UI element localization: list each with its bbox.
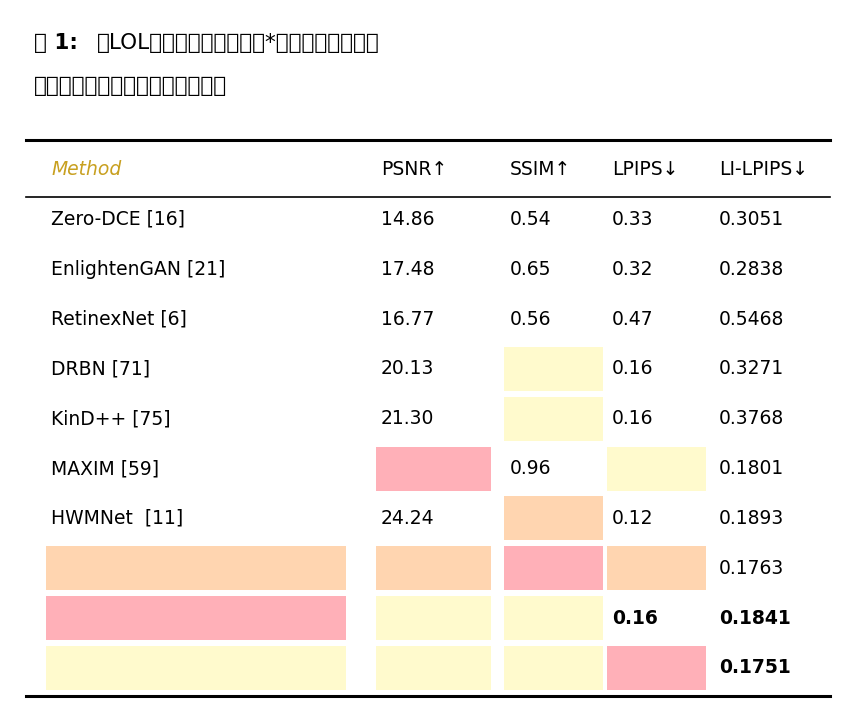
Text: 25.51: 25.51 [381, 609, 440, 628]
Text: 0.3768: 0.3768 [719, 409, 784, 428]
Text: 0.3051: 0.3051 [719, 210, 784, 229]
Text: Zero-DCE [16]: Zero-DCE [16] [51, 210, 186, 229]
Text: 0.16: 0.16 [612, 409, 653, 428]
Text: 0.96: 0.96 [509, 459, 550, 478]
Text: Method: Method [51, 160, 122, 179]
Text: 0.88: 0.88 [509, 659, 556, 677]
Text: 0.65: 0.65 [509, 260, 550, 278]
Text: 0.54: 0.54 [509, 210, 551, 229]
Text: 0.33: 0.33 [612, 210, 653, 229]
Text: 14.86: 14.86 [381, 210, 434, 229]
Text: 20.13: 20.13 [381, 359, 434, 378]
Text: 0.83: 0.83 [509, 359, 550, 378]
Text: 17.48: 17.48 [381, 260, 434, 278]
Text: 0.11: 0.11 [612, 559, 653, 578]
Text: 0.16: 0.16 [612, 609, 658, 628]
Text: 0.12: 0.12 [612, 509, 653, 528]
Text: DRBN [71]: DRBN [71] [51, 359, 151, 378]
Text: Ours*: Ours* [51, 659, 111, 677]
Text: LPIPS↓: LPIPS↓ [612, 160, 679, 179]
Text: 0.2838: 0.2838 [719, 260, 784, 278]
Text: PSNR↑: PSNR↑ [381, 160, 447, 179]
Text: 24.92: 24.92 [381, 659, 440, 677]
Text: LI-LPIPS↓: LI-LPIPS↓ [719, 160, 808, 179]
Text: 0.89: 0.89 [509, 609, 556, 628]
Text: SSIM↑: SSIM↑ [509, 160, 571, 179]
Text: 对LOL数据集的比较。我们*指的是使用较小颜: 对LOL数据集的比较。我们*指的是使用较小颜 [97, 33, 379, 53]
Text: 0.93: 0.93 [509, 559, 550, 578]
Text: 25.19: 25.19 [381, 559, 434, 578]
Text: 0.56: 0.56 [509, 309, 550, 328]
Text: 16.77: 16.77 [381, 309, 434, 328]
Text: 0.1841: 0.1841 [719, 609, 791, 628]
Text: 0.3271: 0.3271 [719, 359, 784, 378]
Text: 0.1751: 0.1751 [719, 659, 791, 677]
Text: 0.47: 0.47 [612, 309, 654, 328]
Text: 0.1893: 0.1893 [719, 509, 784, 528]
Text: EnlightenGAN [21]: EnlightenGAN [21] [51, 260, 226, 278]
Text: LLFlow  [63]: LLFlow [63] [51, 559, 165, 578]
Text: 0.32: 0.32 [612, 260, 653, 278]
Text: HWMNet  [11]: HWMNet [11] [51, 509, 183, 528]
Text: 0.1801: 0.1801 [719, 459, 784, 478]
Text: 0.82: 0.82 [509, 409, 550, 428]
Text: 0.20: 0.20 [612, 459, 653, 478]
Text: 色损失权重进行训练的模型变体。: 色损失权重进行训练的模型变体。 [34, 76, 228, 96]
Text: 0.5468: 0.5468 [719, 309, 784, 328]
Text: MAXIM [59]: MAXIM [59] [51, 459, 159, 478]
Text: 21.30: 21.30 [381, 409, 434, 428]
Text: 24.24: 24.24 [381, 509, 435, 528]
Text: Ours: Ours [51, 609, 101, 628]
Text: 表 1:: 表 1: [34, 33, 86, 53]
Text: 0.85: 0.85 [509, 509, 550, 528]
Text: 23.43: 23.43 [381, 459, 434, 478]
Text: 0.16: 0.16 [612, 359, 653, 378]
Text: 0.16: 0.16 [612, 659, 658, 677]
Text: RetinexNet [6]: RetinexNet [6] [51, 309, 187, 328]
Text: KinD++ [75]: KinD++ [75] [51, 409, 171, 428]
Text: 0.1763: 0.1763 [719, 559, 784, 578]
